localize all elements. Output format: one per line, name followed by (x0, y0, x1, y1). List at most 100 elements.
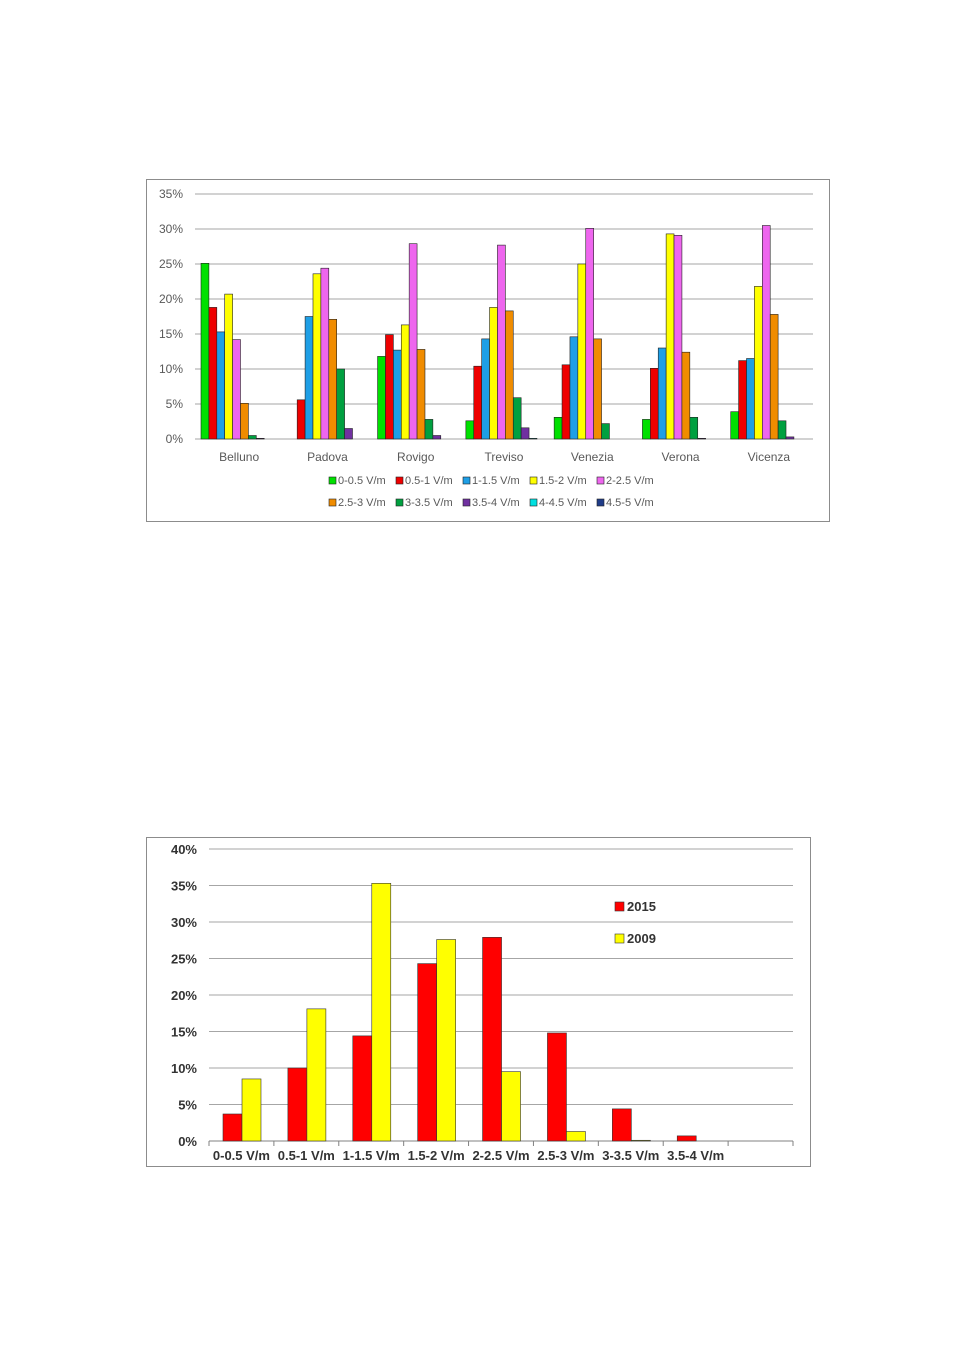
bar (436, 939, 456, 1142)
bar (377, 356, 386, 440)
x-tick-label: Verona (662, 450, 700, 464)
bar (385, 334, 394, 440)
x-tick-label: Padova (307, 450, 348, 464)
chart-field-by-province: 0% 5% 10% 15% 20% 25% 30% 35% Belluno Padova Rovig… (146, 179, 830, 522)
bar (785, 436, 795, 440)
bar (657, 347, 667, 440)
bar (344, 428, 353, 440)
y-tick-label: 0% (178, 1134, 197, 1149)
legend-swatch (395, 476, 404, 485)
bar (241, 1078, 262, 1142)
bar (585, 227, 594, 440)
bar (352, 1035, 373, 1142)
bar (689, 417, 699, 440)
bar (528, 437, 538, 440)
bar (473, 365, 482, 440)
x-tick-label: 2.5-3 V/m (537, 1148, 594, 1163)
bar (520, 427, 530, 440)
bar (642, 419, 651, 440)
x-tick-label: 3.5-4 V/m (667, 1148, 724, 1163)
x-tick-label: Vicenza (748, 450, 791, 464)
bar (222, 1113, 243, 1142)
x-tick-label: 2-2.5 V/m (472, 1148, 529, 1163)
bar (296, 399, 306, 440)
chart2-svg: 0% 5% 10% 15% 20% 25% 30% 35% 40% 0-0.5 V/m 0.5-1 … (171, 842, 794, 1163)
legend-label: 3.5-4 V/m (472, 497, 520, 509)
bar (673, 234, 683, 440)
legend-label: 1-1.5 V/m (472, 475, 520, 487)
bar (393, 349, 402, 440)
bar (730, 411, 739, 440)
bar (738, 360, 747, 440)
bar (482, 937, 502, 1142)
bar (676, 1135, 697, 1142)
legend-swatch (614, 901, 625, 912)
legend-swatch (596, 476, 605, 485)
x-tick-label: 3-3.5 V/m (602, 1148, 659, 1163)
legend-label: 2009 (627, 931, 656, 946)
bar (312, 273, 322, 440)
legend-swatch (462, 498, 471, 507)
bar (681, 351, 691, 440)
x-tick-label: 1.5-2 V/m (408, 1148, 465, 1163)
bar (762, 225, 771, 440)
y-tick-label: 15% (159, 327, 183, 341)
x-tick-label: 0.5-1 V/m (278, 1148, 335, 1163)
legend-label: 4-4.5 V/m (539, 497, 587, 509)
y-tick-label: 25% (171, 952, 197, 967)
bar (769, 314, 779, 440)
y-tick-label: 5% (166, 397, 184, 411)
bar (601, 423, 610, 440)
bar (216, 331, 226, 440)
bar (697, 437, 706, 440)
y-tick-label: 35% (171, 879, 197, 894)
bar (224, 293, 233, 440)
bar (754, 286, 763, 440)
x-tick-label: Belluno (219, 450, 259, 464)
bar (612, 1108, 632, 1142)
x-tick-label: Rovigo (397, 450, 435, 464)
bar (569, 336, 579, 440)
bar (505, 310, 514, 440)
bar (417, 963, 437, 1142)
y-tick-label: 30% (159, 222, 183, 236)
legend-label: 4.5-5 V/m (606, 497, 654, 509)
x-tick-label: 0-0.5 V/m (213, 1148, 270, 1163)
bar (566, 1131, 586, 1142)
bar (512, 397, 522, 440)
bar (328, 319, 337, 440)
bar (320, 267, 330, 440)
legend-label: 3-3.5 V/m (405, 497, 453, 509)
bar (553, 417, 563, 440)
bar (746, 358, 755, 440)
bar (547, 1032, 567, 1142)
bar (256, 437, 265, 440)
bar (400, 324, 410, 440)
legend-label: 1.5-2 V/m (539, 475, 587, 487)
bar (465, 420, 475, 440)
bar (200, 263, 210, 440)
bar (665, 233, 675, 440)
chart-field-distribution-2015-2009: 0% 5% 10% 15% 20% 25% 30% 35% 40% 0-0.5 V/m 0.5-1 … (146, 837, 811, 1167)
legend-swatch (395, 498, 404, 507)
bar (593, 338, 602, 440)
bar (577, 263, 587, 440)
legend-swatch (328, 476, 337, 485)
bar (208, 307, 218, 440)
legend-swatch (596, 498, 605, 507)
y-tick-label: 10% (171, 1061, 197, 1076)
y-tick-label: 20% (159, 292, 183, 306)
y-tick-label: 0% (166, 432, 184, 446)
bar (631, 1139, 651, 1142)
y-tick-label: 40% (171, 842, 197, 857)
y-tick-label: 25% (159, 257, 183, 271)
y-tick-label: 15% (171, 1025, 197, 1040)
bar (424, 419, 434, 440)
bar (287, 1067, 308, 1142)
bar (336, 368, 345, 440)
bar (240, 403, 249, 440)
chart1-svg: 0% 5% 10% 15% 20% 25% 30% 35% Belluno Padova Rovig… (159, 187, 813, 509)
legend-label: 0-0.5 V/m (338, 475, 386, 487)
bar (481, 338, 490, 440)
legend-swatch (328, 498, 337, 507)
